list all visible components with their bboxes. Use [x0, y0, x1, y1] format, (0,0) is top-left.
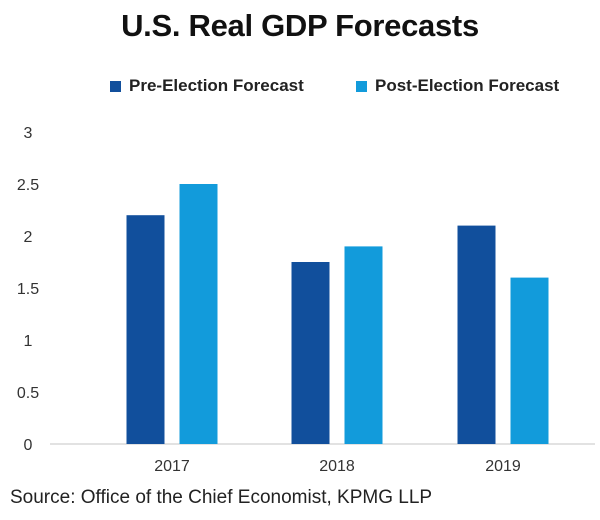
x-tick-label: 2018: [319, 458, 355, 475]
bar-post-election-2019: [510, 277, 549, 444]
legend-swatch-pre-election: [110, 80, 121, 92]
bar-pre-election-2019: [457, 225, 496, 444]
x-tick-label: 2017: [154, 458, 190, 475]
y-tick-label: 2: [24, 229, 33, 246]
chart-title: U.S. Real GDP Forecasts: [121, 8, 479, 43]
x-axis: 2017 2018 2019: [154, 458, 521, 475]
y-tick-label: 0: [24, 437, 33, 454]
bar-pre-election-2018: [291, 262, 330, 444]
bar-pre-election-2017: [126, 215, 165, 444]
y-axis: 0 0.5 1 1.5 2 2.5 3: [17, 125, 39, 454]
legend-item-post-election: Post-Election Forecast: [356, 76, 559, 96]
legend: Pre-Election Forecast Post-Election Fore…: [0, 76, 600, 98]
y-tick-label: 2.5: [17, 177, 39, 194]
y-tick-label: 1: [24, 333, 33, 350]
y-tick-label: 1.5: [17, 281, 39, 298]
legend-label-post-election: Post-Election Forecast: [375, 76, 560, 95]
source-note: Source: Office of the Chief Economist, K…: [10, 487, 433, 508]
legend-swatch-post-election: [356, 80, 367, 92]
bar-post-election-2018: [344, 246, 383, 444]
x-tick-label: 2019: [485, 458, 521, 475]
bars: [126, 184, 549, 444]
legend-label-pre-election: Pre-Election Forecast: [129, 76, 304, 95]
legend-item-pre-election: Pre-Election Forecast: [110, 76, 304, 96]
y-tick-label: 3: [24, 125, 33, 142]
bar-post-election-2017: [179, 184, 218, 444]
y-tick-label: 0.5: [17, 385, 39, 402]
